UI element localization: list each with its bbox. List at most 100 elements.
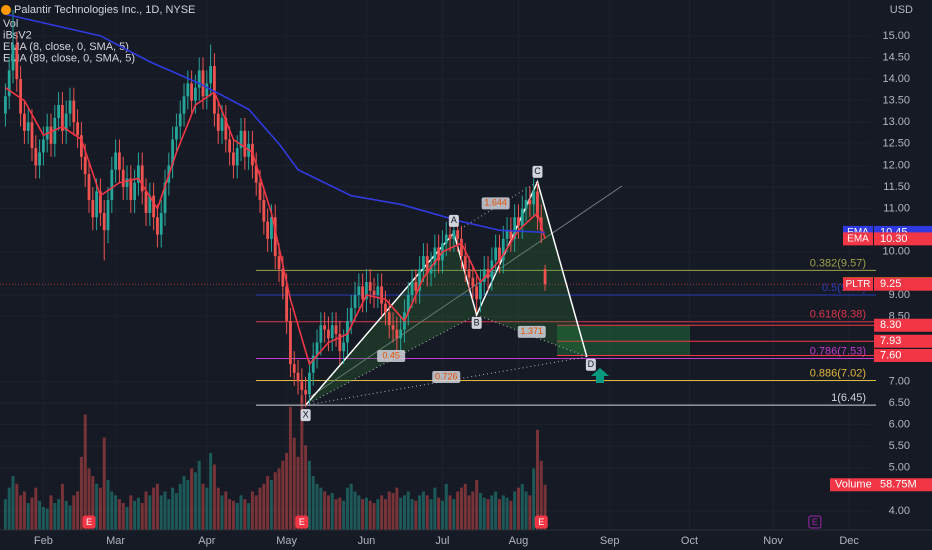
price-tag — [874, 277, 932, 291]
volume-bar — [475, 479, 479, 530]
volume-bar — [193, 472, 197, 530]
volume-bar — [121, 503, 125, 530]
candle-body — [22, 113, 26, 131]
price-tag-value: 8.30 — [880, 319, 901, 331]
volume-bar — [380, 495, 384, 530]
candle-body — [479, 282, 482, 300]
candle-body — [209, 66, 213, 84]
volume-bar — [250, 491, 254, 530]
volume-tag-value: 58.75M — [880, 479, 917, 491]
volume-bar — [209, 453, 213, 530]
volume-bar — [497, 499, 501, 530]
price-tag — [874, 348, 932, 362]
y-tick-label: 9.00 — [889, 289, 910, 301]
candle-body — [342, 342, 346, 352]
y-tick-label: 13.00 — [882, 116, 910, 128]
legend-line: iBsV2 — [3, 29, 32, 41]
volume-bar — [91, 476, 95, 530]
volume-tag-name: Volume — [835, 479, 872, 491]
earnings-box — [534, 515, 548, 529]
point-label: X — [303, 410, 309, 420]
volume-bar — [509, 500, 513, 530]
y-tick-label: 12.50 — [882, 138, 910, 150]
earnings-label: E — [812, 517, 818, 527]
volume-bar — [136, 497, 140, 530]
volume-bar — [106, 479, 110, 530]
volume-bar — [64, 500, 68, 530]
fib-label: 0.786(7.53) — [810, 345, 866, 357]
candle-body — [425, 256, 429, 274]
fib-label: 0.382(9.57) — [810, 257, 866, 269]
volume-bar — [353, 491, 357, 530]
volume-bar — [372, 503, 376, 530]
volume-bar — [277, 468, 281, 530]
candle-body — [532, 191, 536, 205]
ratio-box — [377, 350, 406, 363]
volume-bar — [520, 483, 524, 530]
volume-bar — [15, 483, 19, 530]
ema-line — [5, 13, 546, 234]
candle-body — [232, 152, 235, 166]
volume-bar — [490, 495, 494, 530]
candle-body — [429, 264, 433, 274]
y-tick-label: 7.00 — [889, 375, 910, 387]
x-tick-label: Jul — [435, 535, 449, 547]
candle-body — [186, 83, 190, 97]
volume-bar — [159, 495, 163, 530]
candle-body — [475, 286, 479, 300]
candle-body — [285, 286, 289, 321]
candle-body — [87, 174, 91, 200]
candle-body — [42, 139, 45, 153]
candle-body — [266, 221, 270, 239]
volume-bar — [501, 495, 505, 530]
volume-bar — [49, 495, 53, 530]
price-tag-name-box — [843, 232, 873, 246]
candle-body — [30, 122, 34, 149]
volume-bar — [513, 491, 517, 530]
x-tick-label: Dec — [839, 535, 859, 547]
volume-bar — [467, 495, 471, 530]
ratio-box — [517, 325, 546, 338]
legend-line: Vol — [3, 18, 18, 30]
candle-body — [258, 182, 262, 200]
candle-body — [444, 234, 448, 244]
volume-bar — [440, 500, 444, 530]
candle-body — [125, 178, 129, 188]
volume-bar — [7, 487, 11, 530]
candle-body — [148, 195, 152, 213]
candle-body — [182, 96, 186, 114]
volume-bar — [448, 495, 452, 530]
x-tick-label: Feb — [34, 535, 53, 547]
candle-body — [520, 208, 524, 226]
y-tick-label: 14.00 — [882, 73, 910, 85]
candle-body — [357, 286, 361, 296]
candle-body — [448, 234, 452, 239]
point-label: A — [451, 215, 457, 225]
candle-body — [197, 70, 201, 88]
candle-body — [262, 199, 266, 222]
volume-bar — [171, 487, 175, 530]
candle-body — [201, 70, 205, 97]
volume-bar — [296, 456, 300, 530]
candle-body — [368, 282, 372, 291]
volume-bar — [95, 483, 99, 530]
volume-bar — [266, 476, 270, 530]
candle-body — [300, 381, 304, 391]
volume-bar — [410, 499, 414, 530]
candle-body — [452, 230, 456, 239]
candle-body — [467, 269, 471, 278]
candle-body — [68, 100, 72, 114]
candle-body — [418, 269, 422, 291]
candle-body — [3, 96, 7, 114]
earnings-label: E — [299, 517, 305, 527]
candle-body — [76, 122, 80, 136]
candle-body — [26, 122, 30, 131]
volume-bar — [79, 456, 83, 530]
candle-body — [121, 169, 125, 188]
candle-body — [83, 156, 87, 175]
volume-bar — [19, 495, 23, 530]
volume-bar — [391, 493, 395, 530]
volume-bar — [22, 491, 26, 530]
candle-body — [19, 79, 22, 114]
